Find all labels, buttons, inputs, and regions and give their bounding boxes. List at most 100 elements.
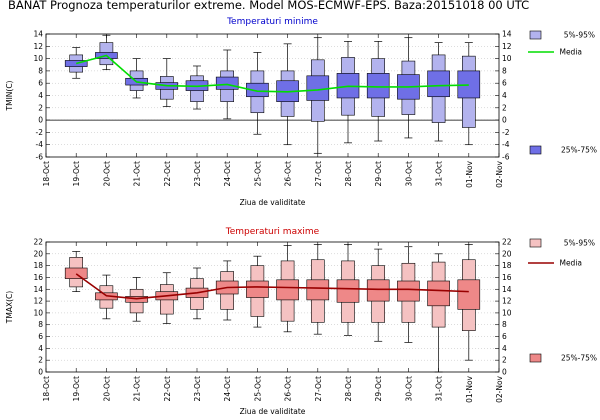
- box-25-75: [64, 267, 88, 279]
- box-31-Oct: [427, 253, 450, 373]
- box-22-Oct: [155, 272, 179, 324]
- y-tick-label: 2: [38, 103, 43, 112]
- x-tick-label: 23-Oct: [193, 376, 202, 401]
- y-tick-label: 14: [33, 285, 43, 294]
- y-tick-label: 8: [38, 320, 43, 329]
- box-25-75: [457, 279, 481, 310]
- box-25-75: [427, 280, 450, 307]
- box-25-75: [336, 279, 360, 303]
- box-31-Oct: [427, 42, 450, 142]
- y-tick-label: 14: [502, 285, 512, 294]
- box-25-75: [457, 70, 481, 99]
- chart-title: Temperaturi minime: [226, 17, 318, 27]
- y-tick-label: 4: [38, 91, 43, 100]
- legend-swatch-25-75: [529, 353, 542, 363]
- y-tick-label: 8: [502, 320, 507, 329]
- x-tick-label: 02-Nov: [495, 375, 504, 402]
- x-tick-label: 29-Oct: [374, 376, 383, 401]
- box-30-Oct: [397, 246, 420, 343]
- y-tick-label: 12: [33, 297, 43, 306]
- box-28-Oct: [336, 41, 360, 144]
- legend-swatch-5-95: [529, 30, 542, 40]
- legend-swatch-25-75: [529, 145, 542, 155]
- box-21-Oct: [125, 58, 148, 99]
- mean-line: [75, 273, 469, 300]
- x-tick-label: 31-Oct: [435, 376, 444, 401]
- y-tick-label: 10: [33, 54, 43, 63]
- y-tick-label: -6: [36, 153, 44, 162]
- box-20-Oct: [95, 34, 118, 71]
- x-tick-label: 22-Oct: [163, 376, 172, 401]
- y-tick-label: -6: [502, 153, 510, 162]
- x-tick-label: 01-Nov: [465, 160, 474, 187]
- box-24-Oct: [215, 260, 239, 321]
- box-29-Oct: [366, 41, 390, 142]
- box-25-Oct: [246, 255, 269, 328]
- y-tick-label: 2: [502, 103, 507, 112]
- box-19-Oct: [64, 251, 88, 292]
- y-tick-label: 4: [502, 91, 507, 100]
- legend: 5%-95% Media 25%-75%: [528, 239, 597, 363]
- y-tick-label: 8: [38, 66, 43, 75]
- y-tick-label: 10: [502, 308, 512, 317]
- y-tick-label: 20: [502, 249, 512, 258]
- box-25-75: [366, 73, 390, 99]
- x-tick-label: 30-Oct: [404, 161, 413, 186]
- y-tick-label: 14: [33, 30, 43, 39]
- x-tick-label: 19-Oct: [72, 161, 81, 186]
- box-25-75: [427, 70, 450, 98]
- legend-label-5-95: 5%-95%: [564, 31, 595, 40]
- chart-title: Temperaturi maxime: [225, 227, 320, 237]
- box-29-Oct: [366, 248, 390, 342]
- x-tick-label: 20-Oct: [102, 161, 111, 186]
- legend-label-media: Media: [559, 259, 582, 268]
- x-tick-label: 18-Oct: [42, 376, 51, 401]
- x-tick-label: 22-Oct: [163, 161, 172, 186]
- box-25-75: [276, 279, 299, 301]
- box-25-75: [306, 279, 330, 301]
- y-tick-label: 12: [502, 42, 512, 51]
- box-01-Nov: [457, 244, 481, 361]
- y-tick-label: 6: [38, 79, 43, 88]
- y-axis-label: TMAX(C): [5, 291, 14, 324]
- y-tick-label: 12: [33, 42, 43, 51]
- y-tick-label: 0: [502, 368, 507, 377]
- x-tick-label: 25-Oct: [253, 376, 262, 401]
- x-tick-label: 21-Oct: [133, 376, 142, 401]
- x-tick-label: 19-Oct: [72, 376, 81, 401]
- x-tick-label: 23-Oct: [193, 161, 202, 186]
- y-tick-label: 16: [502, 273, 512, 282]
- x-axis-label: Ziua de validitate: [240, 198, 306, 207]
- x-tick-label: 26-Oct: [284, 376, 293, 401]
- y-tick-label: 6: [38, 332, 43, 341]
- y-tick-label: 10: [502, 54, 512, 63]
- y-axis-label: TMIN(C): [5, 80, 14, 111]
- y-tick-label: 18: [33, 261, 43, 270]
- y-tick-label: -2: [502, 128, 510, 137]
- box-23-Oct: [185, 65, 209, 110]
- legend-label-media: Media: [559, 48, 582, 57]
- y-tick-label: 6: [502, 332, 507, 341]
- x-tick-label: 01-Nov: [465, 375, 474, 402]
- y-tick-label: 8: [502, 66, 507, 75]
- x-tick-label: 28-Oct: [344, 161, 353, 186]
- box-25-75: [246, 280, 269, 298]
- x-tick-label: 31-Oct: [435, 161, 444, 186]
- y-tick-label: 22: [502, 238, 512, 247]
- legend: 5%-95% Media 25%-75%: [528, 31, 597, 155]
- x-tick-label: 24-Oct: [223, 161, 232, 186]
- legend-label-5-95: 5%-95%: [564, 239, 595, 248]
- y-tick-label: 12: [502, 297, 512, 306]
- box-25-75: [397, 280, 420, 302]
- y-tick-label: 2: [38, 356, 43, 365]
- x-tick-label: 27-Oct: [314, 376, 323, 401]
- x-tick-label: 18-Oct: [42, 161, 51, 186]
- box-27-Oct: [306, 37, 330, 154]
- x-tick-label: 02-Nov: [495, 160, 504, 187]
- legend-swatch-5-95: [529, 238, 542, 248]
- y-tick-label: 4: [502, 344, 507, 353]
- y-tick-label: 20: [33, 249, 43, 258]
- x-tick-label: 30-Oct: [404, 376, 413, 401]
